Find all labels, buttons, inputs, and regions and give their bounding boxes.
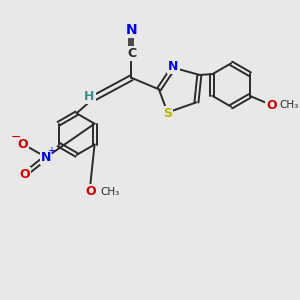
Text: CH₃: CH₃ xyxy=(100,187,120,197)
Text: C: C xyxy=(127,47,136,60)
Text: O: O xyxy=(19,168,30,181)
Text: −: − xyxy=(11,131,21,144)
Text: S: S xyxy=(163,107,172,120)
Text: O: O xyxy=(266,99,277,112)
Text: H: H xyxy=(84,90,95,103)
Text: N: N xyxy=(126,23,137,37)
Text: CH₃: CH₃ xyxy=(280,100,299,110)
Text: N: N xyxy=(168,60,178,73)
Text: O: O xyxy=(18,138,28,151)
Text: O: O xyxy=(86,185,96,198)
Text: N: N xyxy=(41,151,51,164)
Text: +: + xyxy=(47,146,56,156)
